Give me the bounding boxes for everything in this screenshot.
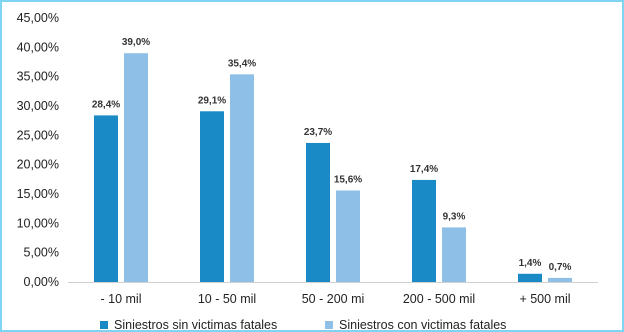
bar-sin-victimas	[200, 111, 224, 282]
data-label: 23,7%	[304, 127, 332, 138]
bar-con-victimas	[442, 227, 466, 282]
y-axis: 0,00% 5,00% 10,00% 15,00% 20,00% 25,00% 30,00%…	[17, 11, 59, 289]
bar-sin-victimas	[94, 115, 118, 283]
x-tick-label: - 10 mil	[101, 292, 142, 306]
data-label: 15,6%	[334, 174, 362, 185]
legend-swatch	[100, 321, 108, 329]
bar-con-victimas	[230, 74, 254, 282]
x-tick-label: + 500 mil	[519, 292, 570, 306]
y-tick-label: 30,00%	[17, 99, 59, 113]
bar-con-victimas	[548, 277, 572, 282]
legend: Siniestros sin victimas fatales Siniestro…	[100, 318, 506, 332]
legend-swatch	[325, 321, 333, 329]
bar-sin-victimas	[306, 142, 330, 282]
y-tick-label: 10,00%	[17, 216, 59, 230]
y-tick-label: 0,00%	[24, 275, 59, 289]
legend-label: Siniestros con victimas fatales	[339, 318, 506, 332]
bar-con-victimas	[336, 190, 360, 282]
legend-label: Siniestros sin victimas fatales	[114, 318, 277, 332]
y-tick-label: 20,00%	[17, 158, 59, 172]
data-label: 17,4%	[410, 164, 438, 175]
data-label: 29,1%	[198, 95, 226, 106]
data-label: 9,3%	[443, 211, 466, 222]
x-axis: - 10 mil 10 - 50 mil 50 - 200 mi 200 - 500 …	[68, 282, 598, 306]
data-label: 39,0%	[122, 37, 150, 48]
data-labels: 28,4% 39,0% 29,1% 35,4% 23,7% 15,6% 17,4% 9,3% 1…	[92, 37, 572, 273]
y-tick-label: 25,00%	[17, 128, 59, 142]
y-tick-label: 35,00%	[17, 70, 59, 84]
y-tick-label: 45,00%	[17, 11, 59, 25]
bar-sin-victimas	[518, 273, 542, 282]
bars	[94, 53, 572, 283]
bar-con-victimas	[124, 53, 148, 283]
data-label: 35,4%	[228, 58, 256, 69]
x-tick-label: 50 - 200 mi	[302, 292, 365, 306]
data-label: 28,4%	[92, 99, 120, 110]
data-label: 1,4%	[519, 258, 542, 269]
y-tick-label: 5,00%	[24, 246, 59, 260]
y-tick-label: 15,00%	[17, 187, 59, 201]
y-tick-label: 40,00%	[17, 40, 59, 54]
bar-sin-victimas	[412, 179, 436, 282]
x-tick-label: 10 - 50 mil	[198, 292, 256, 306]
data-label: 0,7%	[549, 262, 572, 273]
x-tick-label: 200 - 500 mil	[403, 292, 475, 306]
